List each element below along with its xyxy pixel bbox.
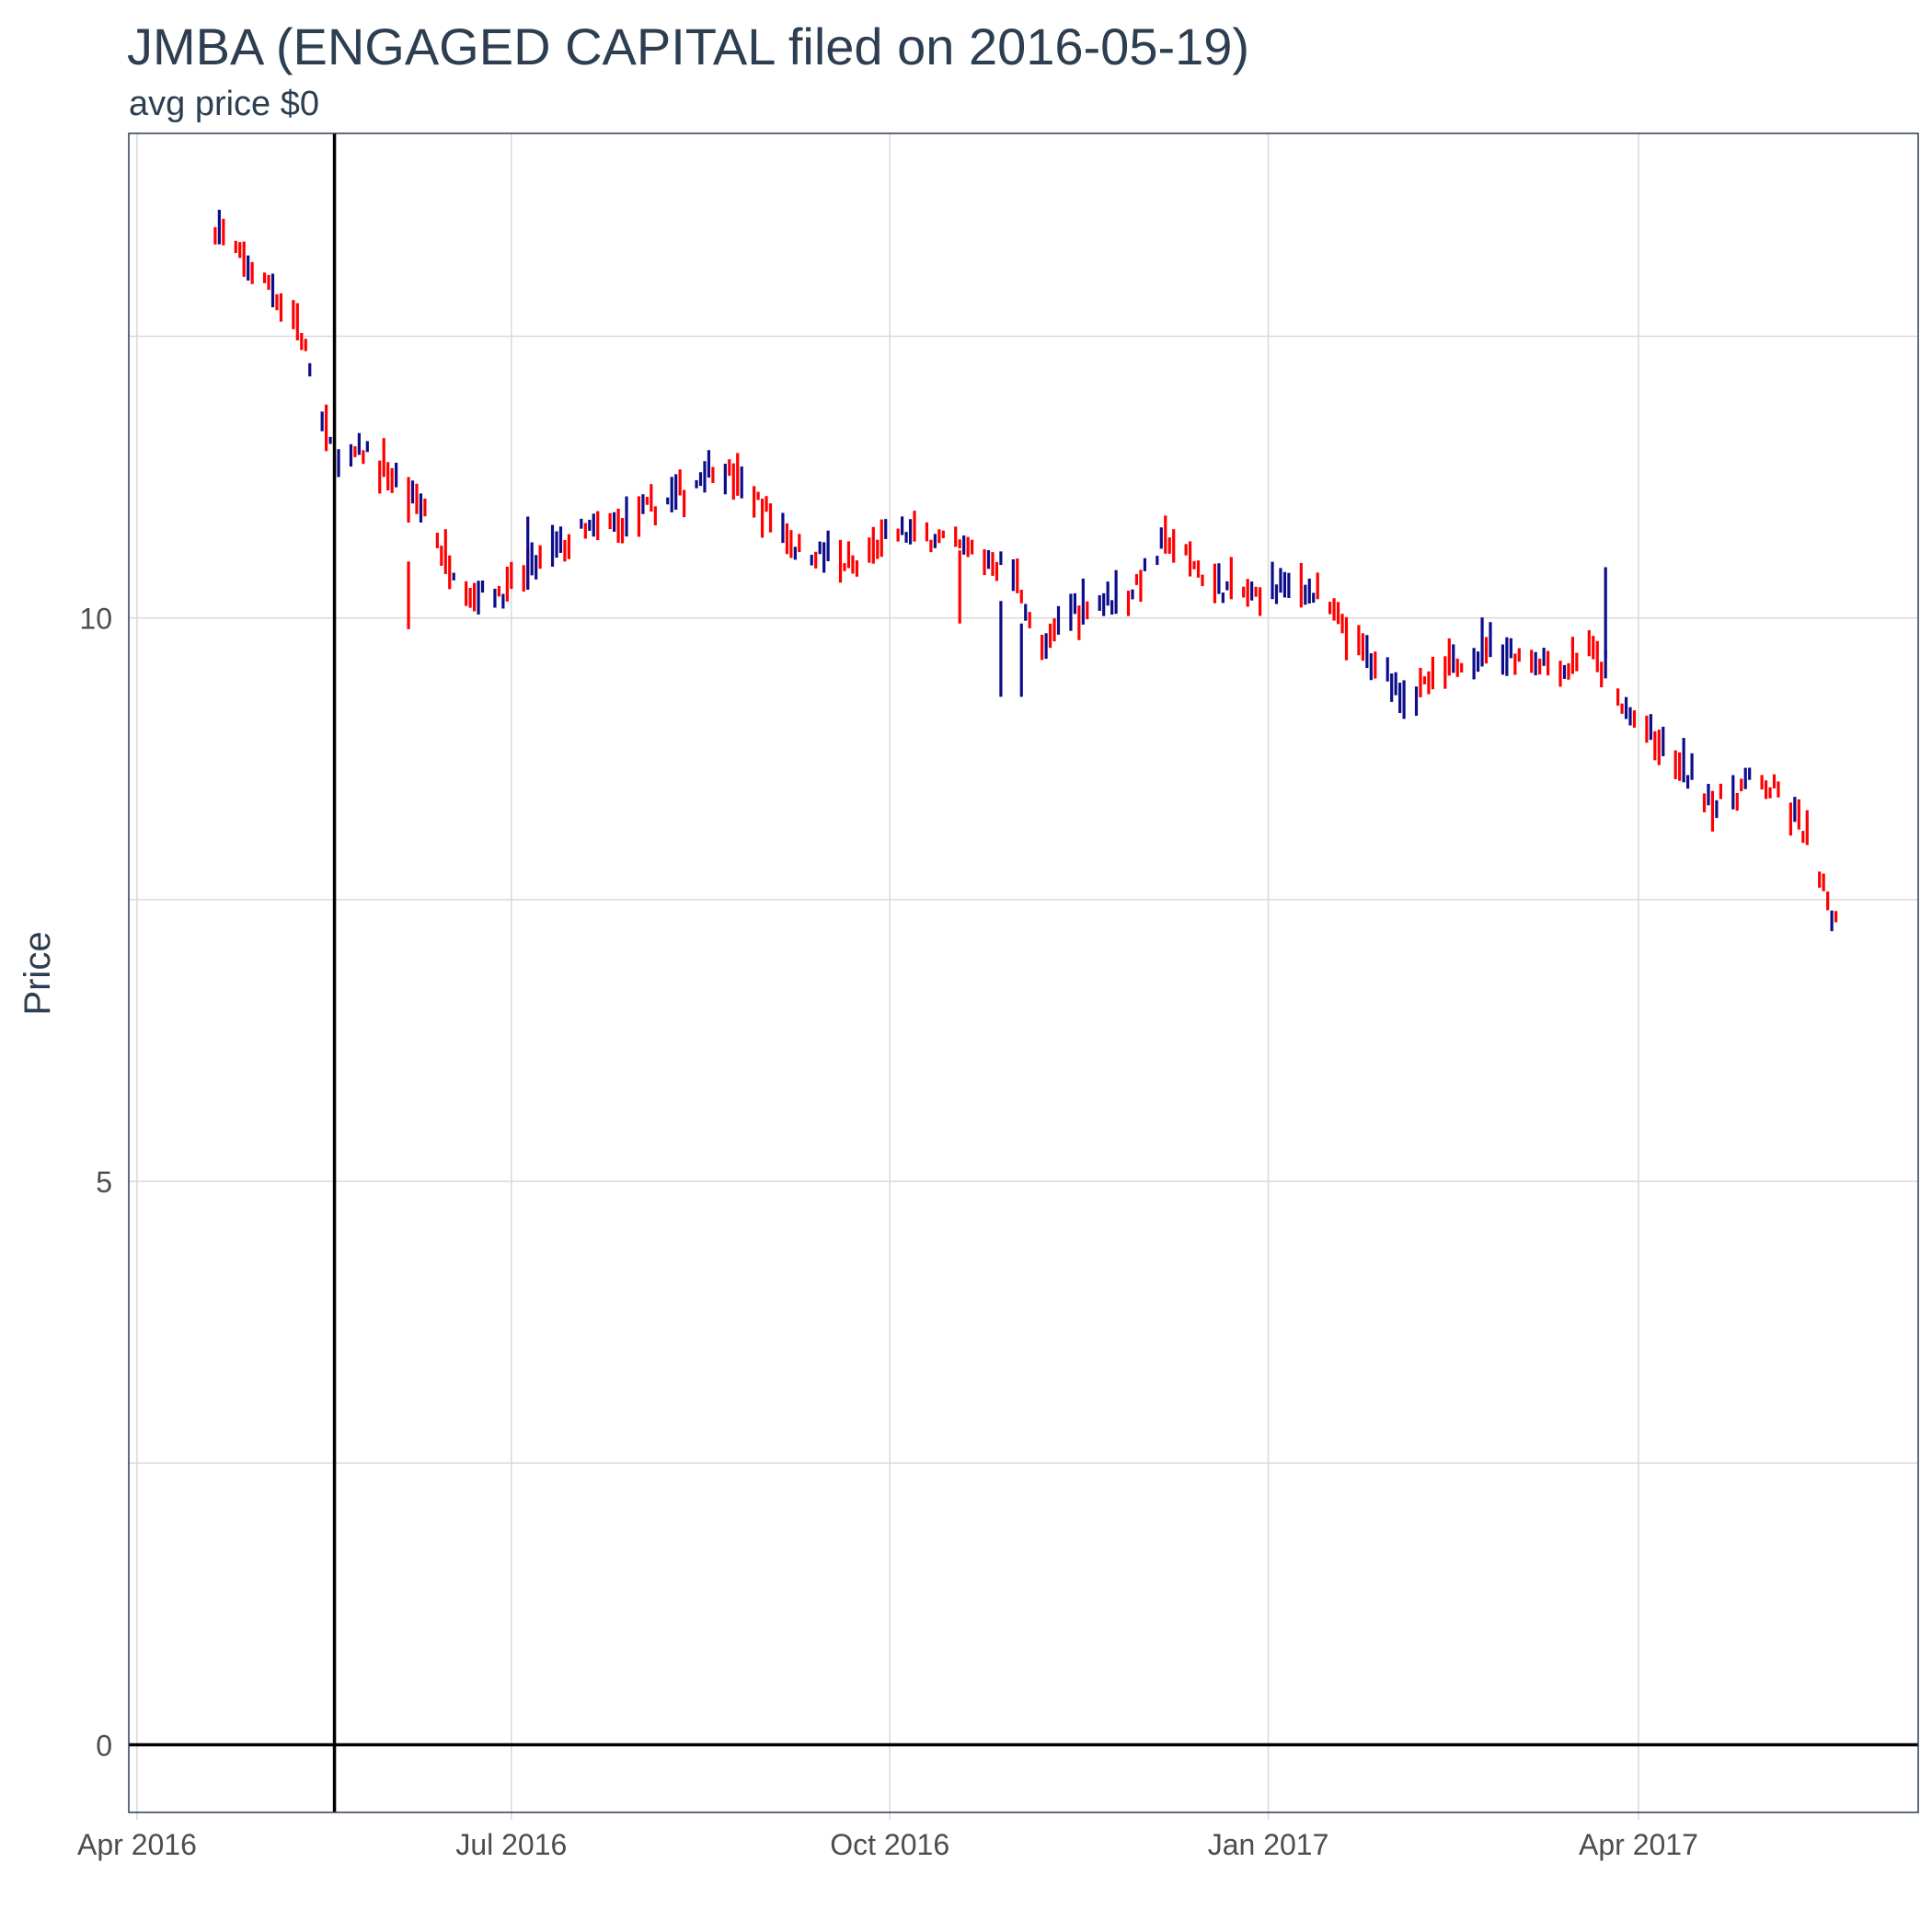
x-tick-label: Oct 2016 <box>830 1828 949 1861</box>
x-tick-label: Jul 2016 <box>455 1828 567 1861</box>
price-bars <box>213 210 1838 932</box>
y-axis-label: Price <box>17 931 58 1015</box>
y-tick-label: 0 <box>96 1730 112 1763</box>
grid <box>129 133 1918 1820</box>
y-tick-labels: 0 5 10 <box>79 603 112 1763</box>
chart-title: JMBA (ENGAGED CAPITAL filed on 2016-05-1… <box>127 17 1250 75</box>
y-tick-label: 10 <box>79 603 112 636</box>
x-tick-label: Apr 2016 <box>77 1828 197 1861</box>
x-tick-label: Apr 2017 <box>1579 1828 1698 1861</box>
x-tick-labels: Apr 2016 Jul 2016 Oct 2016 Jan 2017 Apr 2017 <box>77 1828 1698 1861</box>
reference-lines <box>129 133 1918 1812</box>
y-tick-label: 5 <box>96 1166 112 1199</box>
x-tick-label: Jan 2017 <box>1208 1828 1329 1861</box>
panel-border <box>128 132 1919 1813</box>
chart-subtitle: avg price $0 <box>129 85 320 123</box>
